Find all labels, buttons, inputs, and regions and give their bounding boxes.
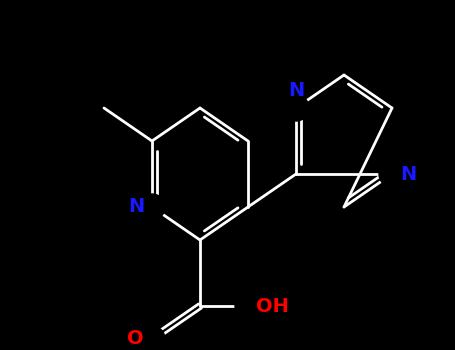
Text: OH: OH (256, 296, 289, 315)
Circle shape (283, 95, 309, 121)
Text: N: N (128, 197, 144, 217)
Text: O: O (127, 329, 144, 349)
Circle shape (139, 326, 165, 350)
Text: N: N (400, 164, 416, 183)
Text: N: N (288, 81, 304, 100)
Circle shape (139, 194, 165, 220)
Circle shape (235, 293, 261, 319)
Circle shape (379, 161, 405, 187)
